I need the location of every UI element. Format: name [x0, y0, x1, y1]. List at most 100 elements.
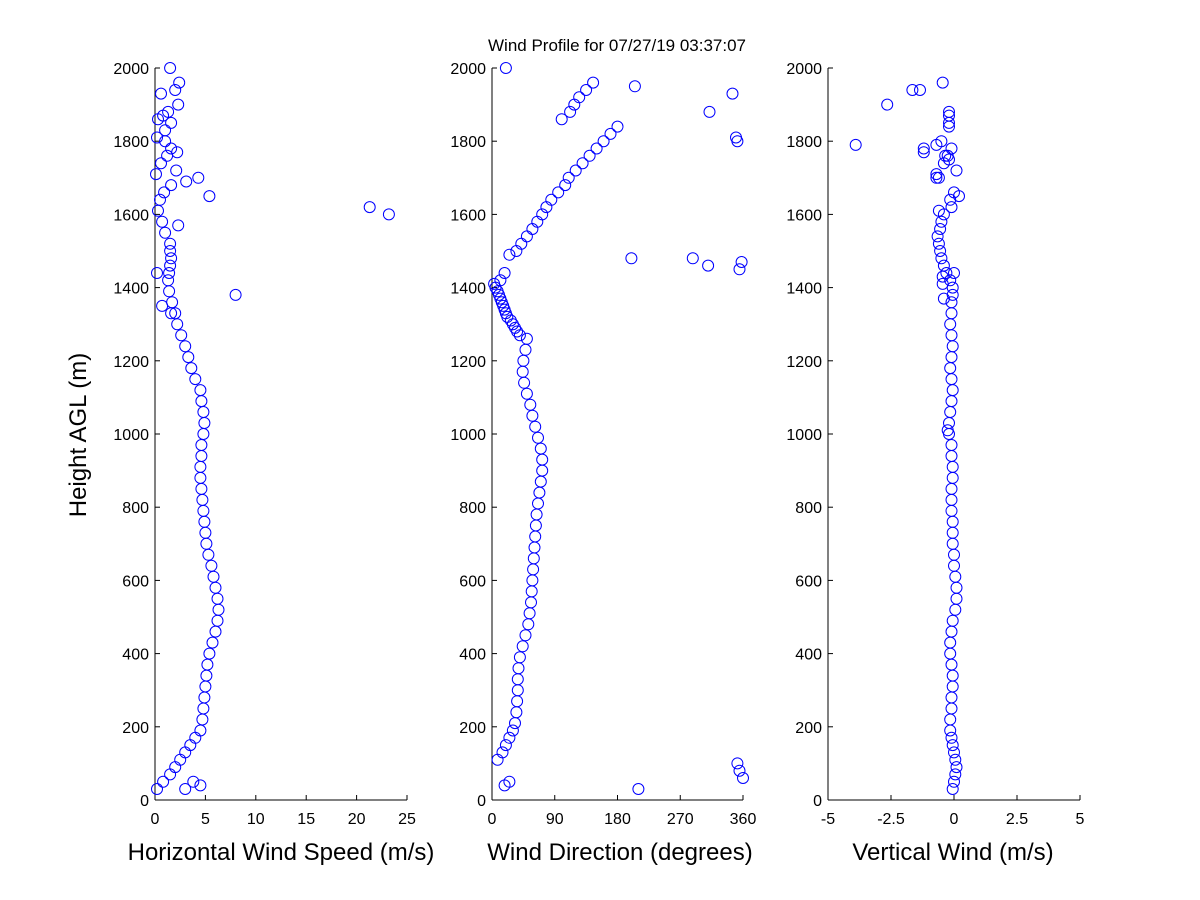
data-point	[536, 453, 549, 466]
data-point	[211, 592, 224, 605]
data-point	[150, 168, 162, 181]
data-point	[179, 340, 192, 353]
data-point	[702, 259, 715, 272]
data-point	[946, 526, 959, 539]
x-tick-label: -2.5	[877, 811, 905, 828]
data-point	[930, 171, 943, 184]
data-point	[162, 105, 175, 118]
y-tick-label: 1200	[450, 354, 486, 371]
data-point	[526, 574, 539, 587]
data-point	[175, 329, 188, 342]
data-point	[611, 120, 624, 133]
data-point	[930, 168, 943, 181]
data-point	[564, 105, 577, 118]
data-point	[733, 764, 746, 777]
data-point	[940, 267, 953, 279]
data-point	[935, 215, 948, 228]
data-point	[949, 753, 962, 766]
data-point	[511, 684, 524, 697]
y-tick-label: 1400	[786, 281, 822, 298]
data-point	[203, 190, 216, 203]
data-point	[170, 164, 183, 177]
data-point	[516, 640, 529, 653]
data-point	[165, 142, 178, 155]
data-point	[194, 384, 207, 397]
data-point	[583, 149, 596, 162]
data-point	[939, 149, 952, 162]
data-point	[569, 164, 582, 177]
data-point	[197, 406, 210, 418]
y-tick-label: 1000	[450, 427, 486, 444]
data-point	[199, 526, 212, 539]
data-point	[945, 731, 958, 744]
data-point	[932, 237, 945, 250]
data-point	[936, 76, 949, 89]
data-point	[525, 585, 538, 598]
data-point	[172, 219, 185, 232]
x-tick-label: 5	[1076, 811, 1085, 828]
data-point	[506, 724, 519, 737]
y-tick-label: 600	[122, 573, 149, 590]
x-tick-label: 25	[398, 811, 416, 828]
data-point	[930, 138, 943, 151]
data-point	[184, 739, 197, 752]
x-axis-label-horizontal-wind-speed: Horizontal Wind Speed (m/s)	[128, 839, 435, 866]
data-point	[937, 259, 950, 272]
data-point	[943, 109, 955, 122]
data-point	[686, 252, 699, 265]
data-point	[529, 530, 542, 543]
chart-title: Wind Profile for 07/27/19 03:37:07	[488, 36, 746, 55]
data-point	[945, 142, 958, 155]
data-point	[363, 201, 376, 214]
data-point	[628, 80, 641, 93]
data-point	[382, 208, 395, 221]
data-point	[948, 548, 960, 561]
data-point	[189, 373, 202, 386]
data-point	[194, 471, 207, 484]
x-tick-label: 10	[247, 811, 265, 828]
data-point	[189, 731, 202, 744]
data-point	[946, 669, 959, 682]
data-point	[945, 702, 958, 715]
data-point	[555, 113, 568, 126]
data-point	[906, 84, 919, 96]
data-point	[194, 460, 207, 473]
data-point	[849, 138, 862, 151]
data-point	[519, 343, 532, 356]
data-point	[932, 171, 945, 184]
data-point	[157, 775, 170, 788]
data-point	[172, 98, 185, 111]
data-point	[164, 62, 177, 74]
data-point	[948, 559, 960, 572]
data-point	[946, 739, 959, 752]
data-point	[945, 493, 958, 506]
data-point	[156, 215, 169, 228]
data-point	[945, 373, 958, 386]
data-point	[576, 157, 589, 170]
x-axis-label-vertical-wind: Vertical Wind (m/s)	[852, 839, 1053, 866]
data-point	[941, 424, 954, 437]
data-point	[949, 768, 962, 781]
data-point	[164, 237, 177, 250]
y-tick-label: 400	[122, 647, 149, 664]
data-point	[200, 669, 213, 682]
data-point	[949, 603, 962, 616]
y-tick-label: 800	[795, 500, 822, 517]
data-point	[946, 340, 959, 353]
data-point	[944, 193, 957, 206]
data-point	[166, 296, 179, 309]
data-point	[945, 439, 958, 451]
data-point	[944, 713, 957, 726]
data-point	[169, 84, 182, 96]
data-point	[511, 695, 524, 708]
data-point	[196, 713, 209, 726]
data-point	[197, 428, 210, 440]
data-point	[944, 724, 957, 737]
data-point	[165, 307, 178, 320]
data-point	[503, 775, 516, 788]
data-point	[164, 245, 177, 257]
data-point	[527, 563, 540, 576]
y-tick-label: 1000	[786, 427, 822, 444]
data-point	[509, 717, 521, 730]
